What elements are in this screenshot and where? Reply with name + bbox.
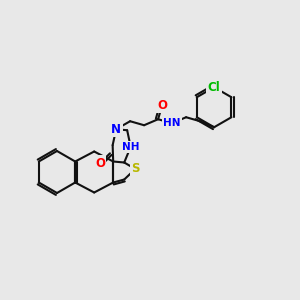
Text: O: O: [157, 99, 167, 112]
Text: N: N: [111, 123, 121, 136]
Text: S: S: [131, 163, 140, 176]
Text: O: O: [95, 157, 105, 170]
Text: HN: HN: [164, 118, 181, 128]
Text: NH: NH: [122, 142, 140, 152]
Text: Cl: Cl: [208, 81, 220, 94]
